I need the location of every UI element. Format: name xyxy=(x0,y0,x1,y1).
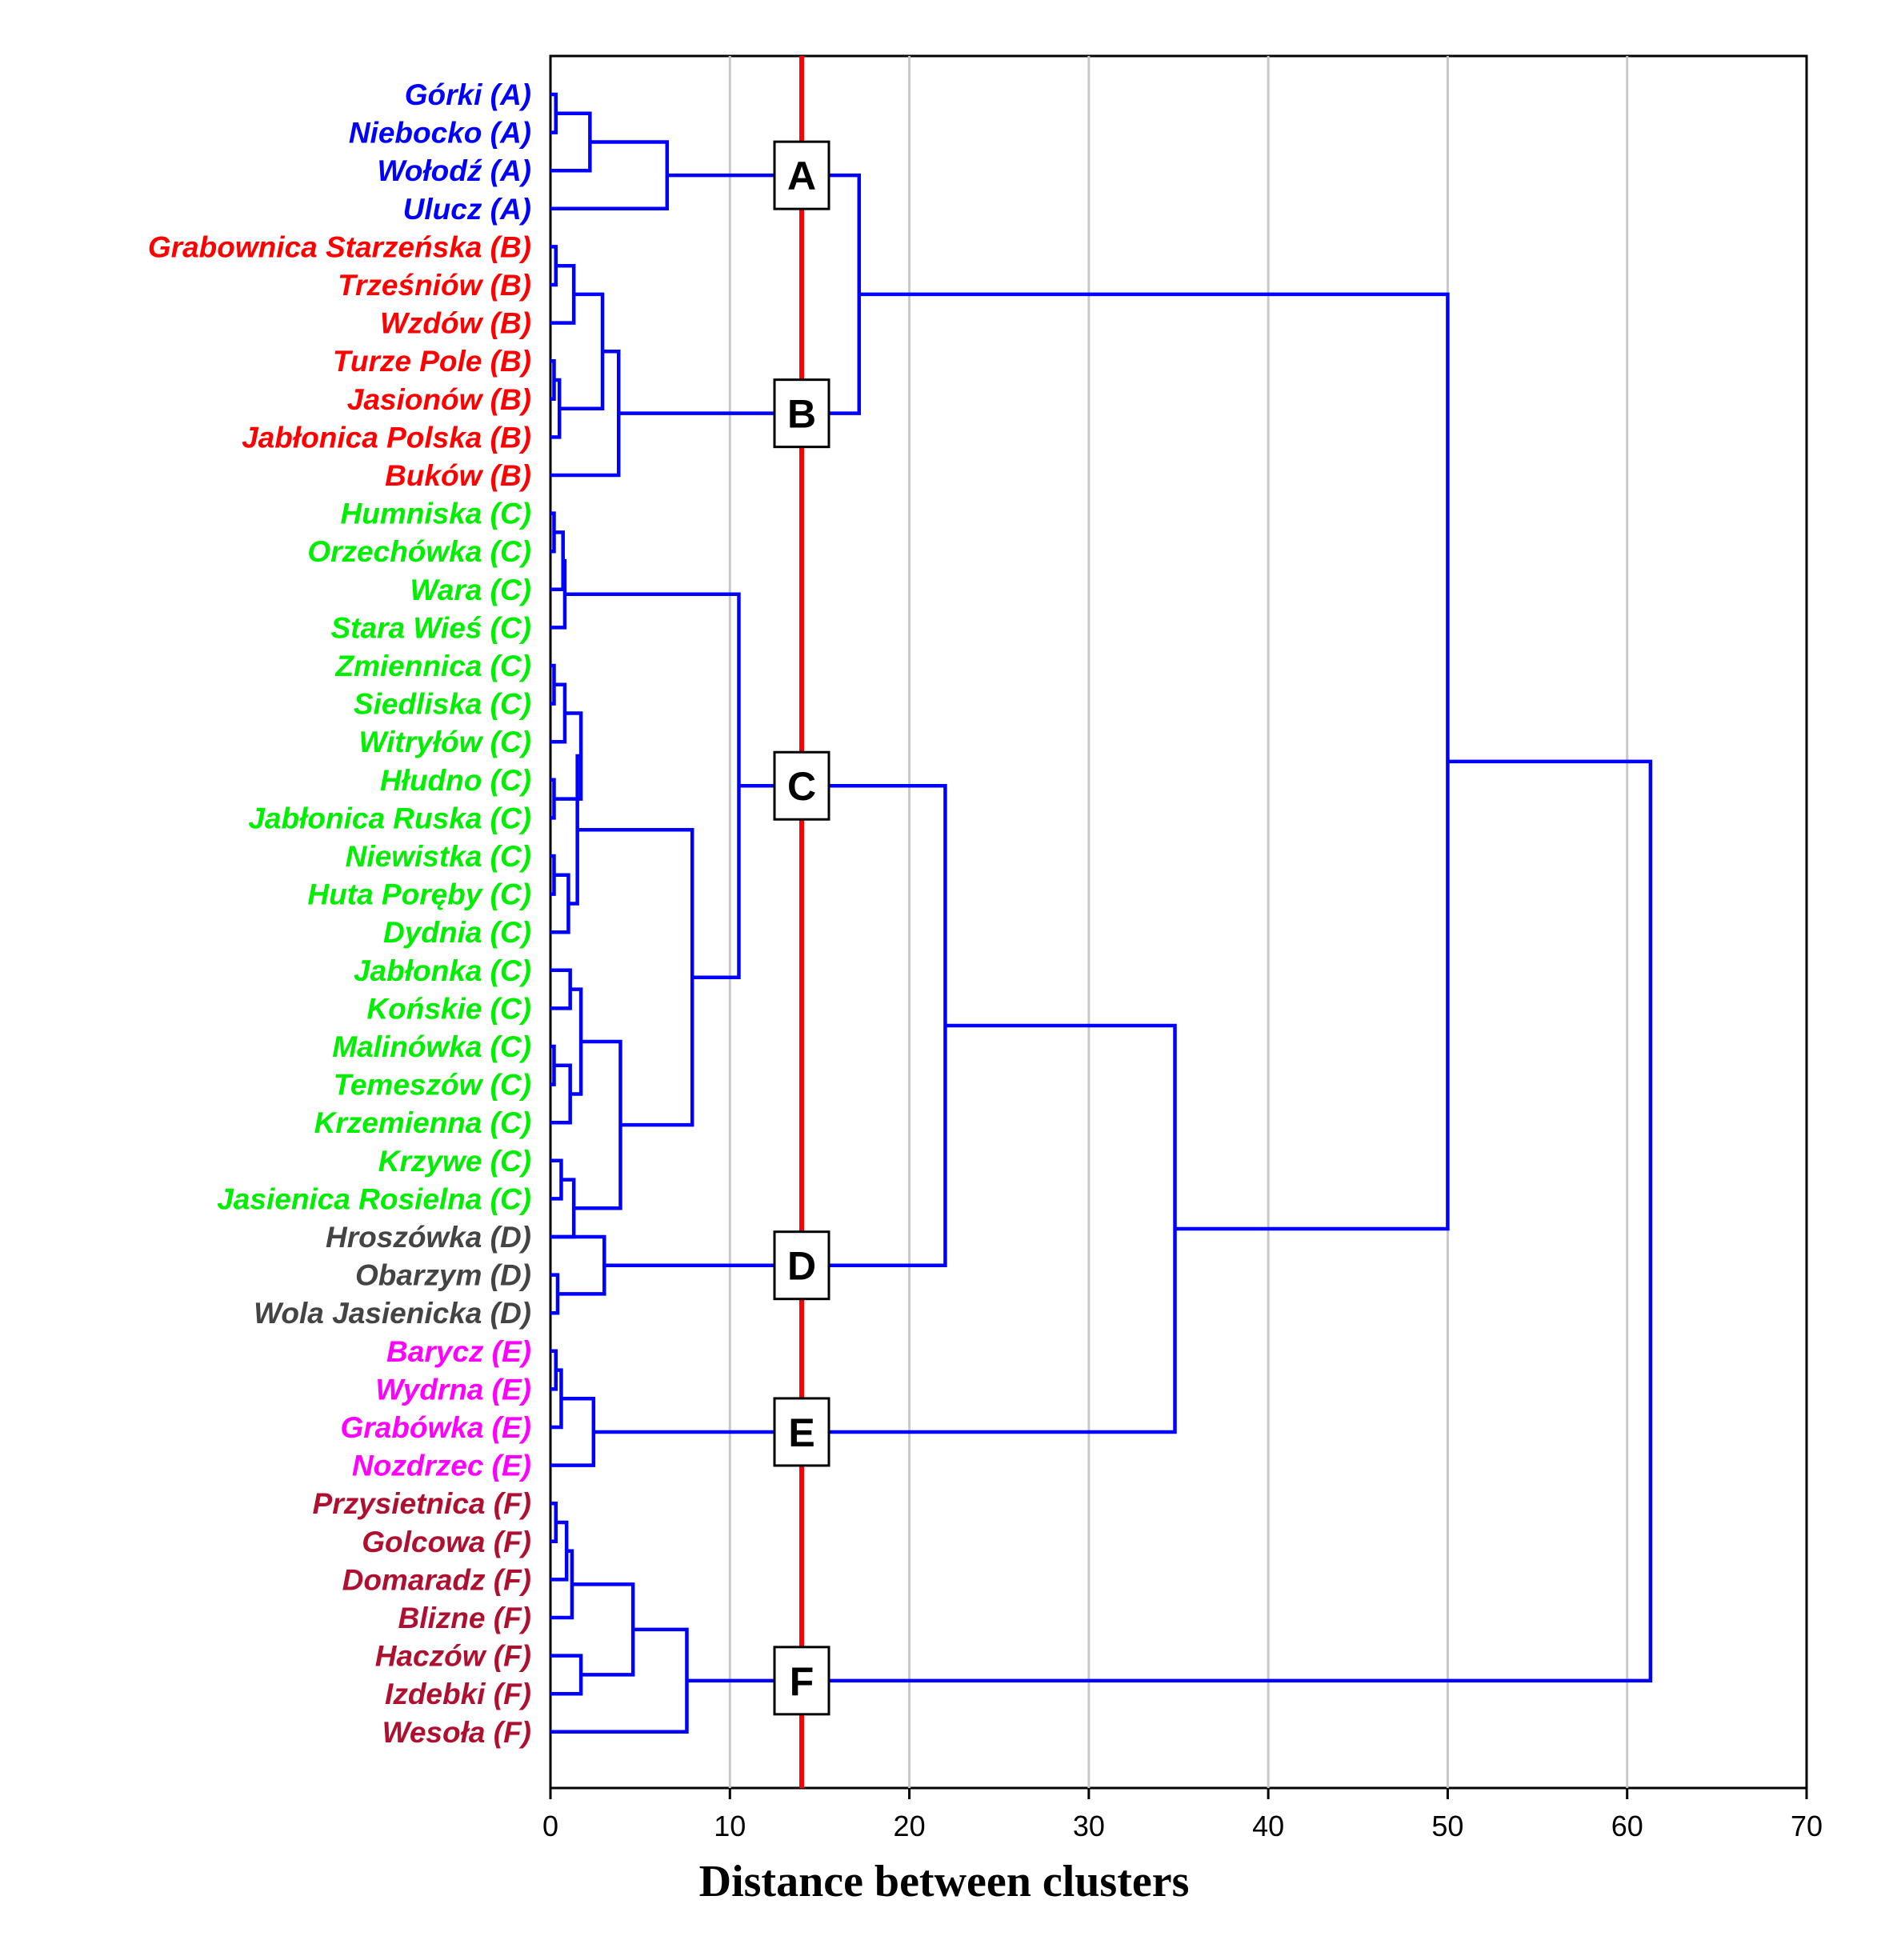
leaf-label: Humniska (C) xyxy=(341,498,531,530)
x-tick-label-30: 30 xyxy=(1073,1810,1105,1842)
leaf-label: Grabownica Starzeńska (B) xyxy=(148,230,531,263)
cluster-label-box xyxy=(773,1646,830,1716)
cluster-label-text: A xyxy=(787,154,816,198)
leaf-label: Końskie (C) xyxy=(366,992,531,1025)
leaf-label: Jasienica Rosielna (C) xyxy=(217,1182,531,1215)
leaf-label: Górki (A) xyxy=(405,78,531,111)
leaf-label: Wołodź (A) xyxy=(378,154,531,187)
cluster-label-text: E xyxy=(788,1410,814,1455)
cluster-label-box xyxy=(773,1397,830,1467)
dendrogram-link-b2 xyxy=(550,263,576,325)
x-axis-ticks: 0 10 20 30 40 50 60 70 xyxy=(542,1788,1823,1842)
dendrogram-link-d1 xyxy=(550,1273,560,1315)
leaf-label: Hłudno (C) xyxy=(380,764,531,797)
leaf-label: Siedliska (C) xyxy=(354,688,531,721)
x-tick-label-70: 70 xyxy=(1791,1810,1823,1842)
leaf-label: Ulucz (A) xyxy=(403,193,531,226)
dendrogram-link-f5 xyxy=(571,1582,635,1677)
leaf-label: Witryłów (C) xyxy=(359,726,531,758)
leaf-label: Krzemienna (C) xyxy=(314,1106,531,1139)
plot-frame xyxy=(549,54,1808,1790)
leaf-label: Jabłonica Polska (B) xyxy=(242,421,531,454)
cluster-label-C: C xyxy=(773,750,830,821)
leaf-label: Niewistka (C) xyxy=(346,840,531,873)
leaf-label: Turze Pole (B) xyxy=(333,345,531,378)
x-tick-label-40: 40 xyxy=(1252,1810,1284,1842)
leaf-label: Golcowa (F) xyxy=(362,1526,531,1558)
leaf-label: Jabłonica Ruska (C) xyxy=(248,802,531,834)
leaf-labels: Górki (A) Niebocko (A) Wołodź (A) Ulucz (A)… xyxy=(148,78,531,1749)
leaf-label: Wara (C) xyxy=(410,574,531,606)
leaf-label: Malinówka (C) xyxy=(332,1030,531,1063)
leaf-label: Blizne (F) xyxy=(398,1602,531,1634)
leaf-label: Buków (B) xyxy=(385,459,531,492)
leaf-label: Hroszówka (D) xyxy=(326,1221,531,1254)
dendrogram-link-ROOT xyxy=(686,759,1653,1683)
cluster-labels: A B C D E F xyxy=(773,140,830,1716)
x-tick-label-60: 60 xyxy=(1611,1810,1643,1842)
leaf-label: Trześniów (B) xyxy=(338,269,531,302)
cluster-label-box xyxy=(773,1230,830,1301)
leaf-label: Stara Wieś (C) xyxy=(330,611,531,644)
dendrogram-link-e2 xyxy=(550,1368,563,1430)
cluster-label-text: B xyxy=(787,392,816,437)
x-axis-title: Distance between clusters xyxy=(699,1857,1190,1906)
cluster-label-F: F xyxy=(773,1646,830,1716)
leaf-label: Grabówka (E) xyxy=(341,1411,532,1444)
dendrogram-link-c13 xyxy=(550,1063,572,1125)
x-tick-label-10: 10 xyxy=(714,1810,746,1842)
leaf-label: Temeszów (C) xyxy=(334,1069,531,1102)
x-tick-label-20: 20 xyxy=(894,1810,926,1842)
leaf-label: Wzdów (B) xyxy=(380,307,531,340)
leaf-label: Wola Jasienicka (D) xyxy=(254,1297,531,1330)
cluster-label-box xyxy=(773,378,830,449)
leaf-label: Izdebki (F) xyxy=(385,1678,531,1710)
leaf-label: Huta Poręby (C) xyxy=(307,878,531,911)
dendrogram-link-f3 xyxy=(550,1549,574,1620)
x-tick-label-50: 50 xyxy=(1431,1810,1463,1842)
cluster-label-text: C xyxy=(787,764,816,809)
cluster-label-box xyxy=(773,140,830,210)
leaf-label: Zmiennica (C) xyxy=(334,650,531,682)
cluster-label-B: B xyxy=(773,378,830,449)
dendrogram-link-CDE xyxy=(593,1023,1177,1434)
x-tick-label-0: 0 xyxy=(542,1810,558,1842)
dendrogram-link-c17 xyxy=(574,1039,622,1210)
cluster-label-D: D xyxy=(773,1230,830,1301)
leaf-label: Obarzym (D) xyxy=(355,1259,531,1292)
leaf-label: Nozdrzec (E) xyxy=(352,1450,531,1482)
cluster-label-text: D xyxy=(787,1244,816,1289)
leaf-label: Jabłonka (C) xyxy=(354,954,531,987)
cluster-label-text: F xyxy=(790,1659,814,1704)
cluster-label-E: E xyxy=(773,1397,830,1467)
dendrogram-links xyxy=(550,92,1653,1734)
dendrogram-link-F xyxy=(550,1627,689,1734)
cluster-label-box xyxy=(773,750,830,821)
dendrogram-link-b4 xyxy=(550,378,562,439)
leaf-label: Haczów (F) xyxy=(375,1640,531,1673)
cluster-label-A: A xyxy=(773,140,830,210)
leaf-label: Orzechówka (C) xyxy=(307,535,531,568)
dendrogram-link-AB xyxy=(618,173,862,415)
leaf-label: Przysietnica (F) xyxy=(313,1487,531,1520)
leaf-label: Barycz (E) xyxy=(386,1335,531,1368)
leaf-label: Domaradz (F) xyxy=(342,1563,531,1596)
dendrogram-link-c11 xyxy=(550,968,572,1010)
dendrogram-link-c7 xyxy=(554,711,583,801)
leaf-label: Wydrna (E) xyxy=(375,1373,531,1406)
leaf-label: Niebocko (A) xyxy=(349,117,531,150)
leaf-label: Jasionów (B) xyxy=(347,383,531,416)
dendrogram-link-c15 xyxy=(550,1158,563,1201)
leaf-label: Wesoła (F) xyxy=(382,1716,531,1749)
leaf-label: Dydnia (C) xyxy=(383,916,531,949)
leaf-label: Krzywe (C) xyxy=(378,1145,531,1178)
